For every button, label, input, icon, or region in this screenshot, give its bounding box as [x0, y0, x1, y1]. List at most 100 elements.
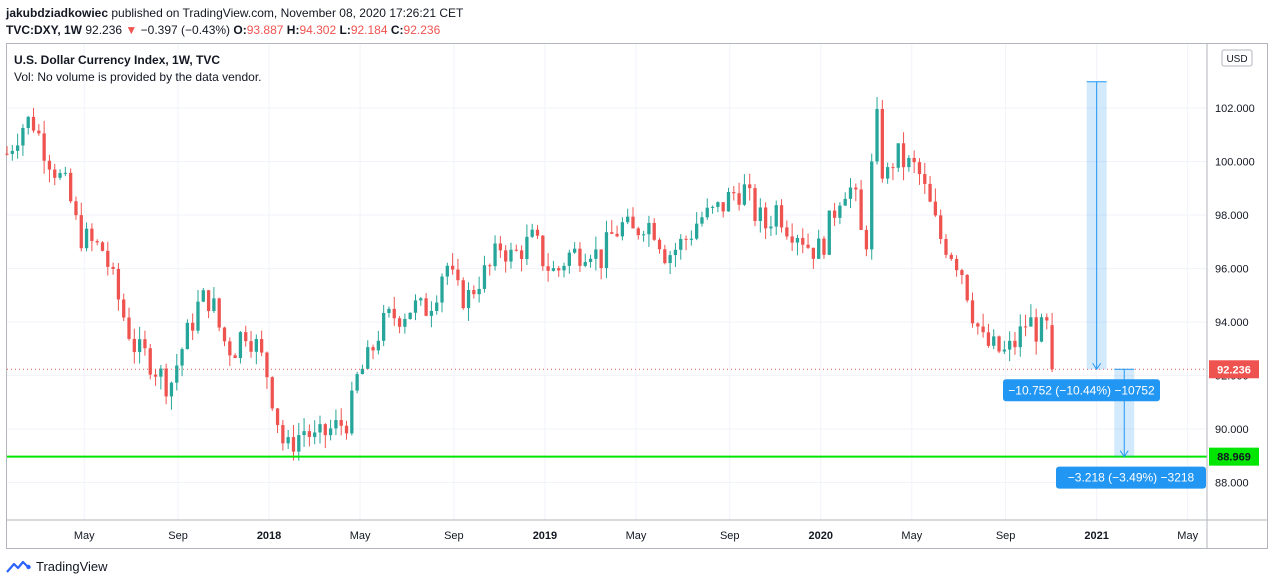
candle-body	[84, 228, 89, 249]
candle-body	[779, 205, 784, 228]
candle-body	[557, 268, 561, 271]
candle-body	[281, 425, 285, 444]
high-value: 94.302	[299, 23, 337, 37]
candle-body	[185, 322, 190, 350]
candle-body	[583, 261, 587, 266]
candle-body	[705, 207, 709, 218]
candle-body	[1002, 349, 1006, 352]
tradingview-footer[interactable]: TradingView	[6, 559, 108, 574]
candle-body	[456, 269, 460, 281]
candle-body	[578, 248, 582, 266]
candle-body	[620, 222, 625, 237]
candle-body	[217, 298, 221, 328]
chart-frame[interactable]	[6, 43, 1268, 549]
y-tick-label: 88.000	[1215, 478, 1249, 490]
candle-body	[360, 368, 365, 375]
measure-2-label-box	[1056, 466, 1206, 489]
x-tick-label: May	[1177, 530, 1198, 542]
open-label: O:	[233, 23, 247, 37]
support-price-label-box	[1209, 447, 1259, 466]
candle-body	[954, 258, 959, 271]
candle-body	[132, 338, 136, 353]
footer-brand: TradingView	[36, 559, 108, 574]
close-label: C:	[390, 23, 404, 37]
candle-body	[53, 169, 57, 178]
candle-body	[323, 424, 327, 436]
candle-body	[774, 205, 778, 227]
x-tick-label: May	[901, 530, 922, 542]
series-legend[interactable]: U.S. Dollar Currency Index, 1W, TVC	[14, 53, 221, 67]
candle-body	[164, 368, 168, 397]
ohlc-header: TVC:DXY, 1W 92.236 ▼ −0.397 (−0.43%) O:9…	[6, 23, 440, 37]
candle-body	[827, 210, 831, 255]
candle-body	[1018, 326, 1022, 348]
x-tick-label: Sep	[444, 530, 464, 542]
candle-body	[79, 215, 83, 249]
x-tick-label: Sep	[168, 530, 188, 542]
measure-2-label: −3.218 (−3.49%) −3218	[1068, 471, 1195, 485]
low-label: L:	[339, 23, 351, 37]
candle-body	[212, 298, 216, 311]
candle-body	[1050, 325, 1054, 370]
candle-body	[965, 274, 969, 301]
candle-body	[397, 318, 402, 327]
candle-body	[673, 249, 678, 256]
candle-body	[695, 223, 699, 239]
candle-body	[466, 290, 471, 309]
candle-body	[801, 237, 805, 245]
candle-body	[42, 133, 46, 161]
candle-body	[328, 428, 333, 436]
last-price-label-box	[1209, 360, 1259, 379]
last-price: 92.236	[85, 23, 123, 37]
candle-body	[636, 228, 640, 236]
x-tick-label: 2020	[809, 530, 833, 542]
y-tick-label: 90.000	[1215, 424, 1249, 436]
candle-body	[530, 229, 534, 237]
x-tick-label: Sep	[720, 530, 740, 542]
candle-body	[440, 276, 444, 303]
candle-body	[275, 408, 280, 426]
candle-body	[928, 183, 932, 202]
candle-body	[58, 173, 62, 178]
candle-body	[769, 226, 773, 229]
candle-body	[249, 341, 253, 352]
candle-body	[408, 312, 412, 319]
x-tick-label: Sep	[996, 530, 1016, 542]
candle-body	[742, 184, 747, 205]
candle-body	[472, 290, 476, 295]
candle-body	[599, 249, 603, 269]
candle-body	[47, 160, 52, 170]
candle-body	[626, 216, 630, 223]
candle-body	[424, 298, 428, 316]
candle-body	[992, 336, 996, 346]
symbol-label: TVC:DXY, 1W	[6, 23, 83, 37]
candle-body	[960, 270, 964, 275]
candle-body	[148, 348, 152, 375]
candle-body	[307, 431, 312, 437]
candle-body	[806, 244, 810, 248]
candle-body	[244, 332, 248, 342]
candle-body	[689, 238, 693, 240]
candle-body	[259, 339, 264, 353]
candle-body	[668, 255, 672, 264]
candle-body	[313, 432, 317, 437]
candle-body	[710, 206, 715, 208]
candle-body	[753, 188, 757, 221]
candle-body	[785, 227, 789, 237]
y-tick-label: 100.000	[1215, 157, 1255, 169]
candle-body	[923, 174, 927, 184]
y-tick-label: 96.000	[1215, 264, 1249, 276]
author-name[interactable]: jakubdziadkowiec	[6, 6, 109, 20]
candle-body	[519, 250, 524, 260]
last-price-label: 92.236	[1217, 364, 1251, 376]
candle-body	[137, 339, 142, 353]
candle-body	[302, 431, 306, 436]
candle-body	[970, 300, 975, 324]
y-tick-label: 94.000	[1215, 317, 1249, 329]
candle-body	[737, 193, 741, 205]
candle-body	[376, 340, 380, 351]
candle-body	[880, 109, 884, 179]
candle-body	[21, 127, 25, 146]
price-labels: −10.752 (−10.44%) −10752 −3.218 (−3.49%) …	[1003, 49, 1259, 489]
